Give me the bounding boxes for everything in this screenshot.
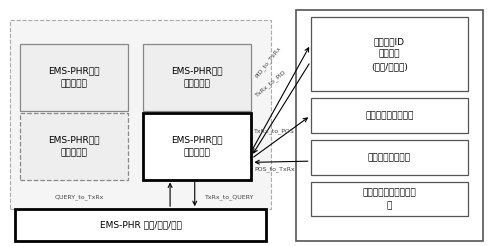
Text: PID_to_TxRx: PID_to_TxRx bbox=[254, 45, 282, 79]
Text: QUERY_to_TxRx: QUERY_to_TxRx bbox=[54, 194, 104, 200]
Bar bbox=[311, 98, 468, 133]
Bar bbox=[15, 209, 266, 241]
Bar bbox=[143, 113, 251, 180]
Text: EMS-PHR공유
품질관리부: EMS-PHR공유 품질관리부 bbox=[172, 67, 223, 88]
Text: EMS-PHR공유
접속관리부: EMS-PHR공유 접속관리부 bbox=[48, 136, 100, 157]
Text: EMS-PHR공유
전송관리부: EMS-PHR공유 전송관리부 bbox=[172, 136, 223, 157]
Text: 구급환자ID
획득수단
(접촉/비접촉): 구급환자ID 획득수단 (접촉/비접촉) bbox=[371, 37, 408, 71]
Text: TxRx_to_QUERY: TxRx_to_QUERY bbox=[205, 194, 254, 200]
Bar bbox=[296, 10, 483, 241]
Text: 다수사상자분류시스템
外: 다수사상자분류시스템 外 bbox=[362, 188, 417, 210]
Text: POS_to_TxRx: POS_to_TxRx bbox=[254, 166, 295, 172]
Bar bbox=[143, 44, 251, 111]
Bar bbox=[311, 182, 468, 216]
Text: 구조구급활동정보: 구조구급활동정보 bbox=[368, 153, 411, 162]
Bar bbox=[10, 20, 271, 209]
Text: EMS-PHR공유
보안관리부: EMS-PHR공유 보안관리부 bbox=[48, 67, 100, 88]
Bar bbox=[20, 44, 128, 111]
Bar bbox=[311, 17, 468, 91]
Text: TxRx_to_PID: TxRx_to_PID bbox=[254, 69, 287, 98]
Text: 구급대원모바일단말: 구급대원모바일단말 bbox=[365, 111, 414, 120]
Text: EMS-PHR 조회/수집/추출: EMS-PHR 조회/수집/추출 bbox=[100, 221, 181, 230]
Bar bbox=[311, 140, 468, 175]
Text: TxRx_to_POS: TxRx_to_POS bbox=[254, 128, 295, 134]
Bar bbox=[20, 113, 128, 180]
